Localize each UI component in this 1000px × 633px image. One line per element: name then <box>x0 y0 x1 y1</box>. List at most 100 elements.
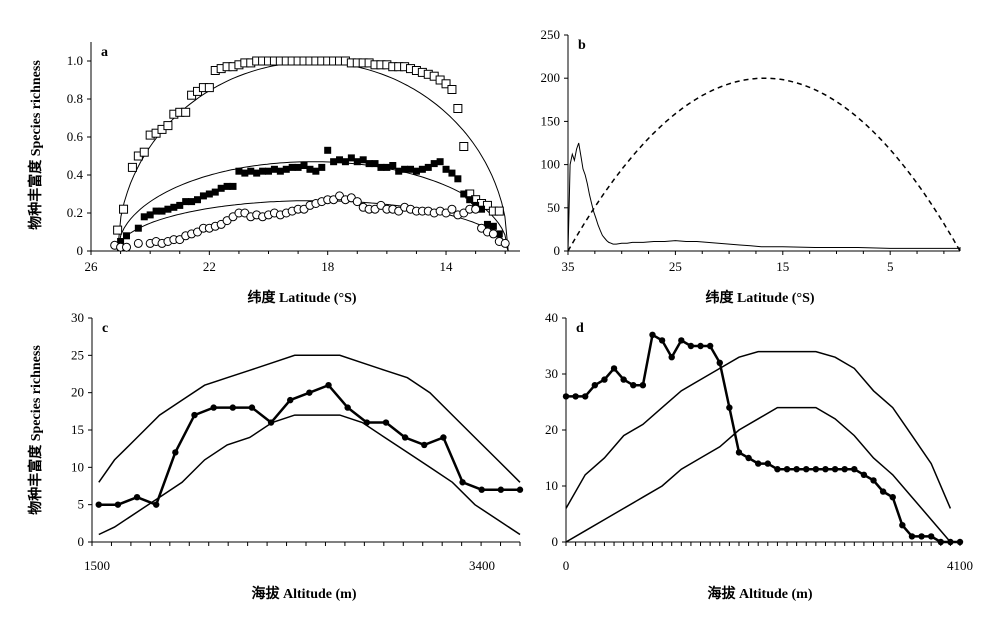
panel-c: 0 5 10 15 20 25 30 1500 3400 c 海拔 Altitude (m) 物种丰富… <box>27 310 524 602</box>
open-square-point <box>119 204 129 214</box>
y-tick-label: 0 <box>552 534 559 549</box>
x-tick-label: 1500 <box>84 558 110 573</box>
y-axis-label: 物种丰富度 Species richness <box>27 60 44 230</box>
x-tick-label: 15 <box>776 259 789 274</box>
observed-richness-line <box>566 332 960 544</box>
observed-point <box>497 486 505 493</box>
observed-point <box>706 342 714 350</box>
open-circle-point <box>447 204 457 214</box>
observed-point <box>516 486 524 493</box>
filled-square-point <box>448 169 456 177</box>
open-square-point <box>181 107 191 117</box>
filled-square-point <box>483 220 491 228</box>
y-axis-label: 物种丰富度 Species richness <box>27 345 44 515</box>
open-circle-point <box>133 238 143 248</box>
y-tick-label: 1.0 <box>67 53 83 68</box>
filled-square-point <box>489 222 497 230</box>
y-tick-label: 100 <box>541 157 561 172</box>
filled-square-point <box>389 162 397 169</box>
filled-square-point <box>176 201 184 209</box>
filled-square-point <box>140 213 148 221</box>
observed-point <box>382 419 390 426</box>
open-square-point <box>139 147 149 157</box>
y-tick-label: 0.8 <box>67 91 83 106</box>
observed-richness-line <box>567 142 960 252</box>
x-tick-label: 18 <box>321 259 334 274</box>
x-tick-label: 22 <box>203 259 216 274</box>
filled-square-point <box>401 165 409 173</box>
observed-point <box>822 466 829 473</box>
observed-point <box>764 460 772 467</box>
y-tick-label: 0 <box>77 243 84 258</box>
filled-square-point <box>418 165 426 173</box>
observed-point <box>745 454 752 462</box>
panel-letter: d <box>576 321 584 336</box>
observed-point <box>153 501 160 508</box>
observed-point <box>879 488 887 495</box>
x-tick-label: 5 <box>887 259 894 274</box>
filled-square-point <box>182 198 190 206</box>
observed-point <box>601 376 608 383</box>
y-tick-label: 50 <box>547 200 560 215</box>
filled-square-point <box>170 203 178 211</box>
x-tick-label: 14 <box>440 259 454 274</box>
filled-square-point <box>336 156 344 164</box>
observed-point <box>803 466 810 473</box>
open-square-point <box>447 85 457 94</box>
open-square-point <box>482 200 492 210</box>
observed-point <box>870 477 877 484</box>
observed-point <box>851 466 858 473</box>
filled-square-point <box>123 232 131 240</box>
observed-point <box>114 501 122 508</box>
panel-d: 0 10 20 30 40 0 4100 d 海拔 Altitude (m) <box>545 310 973 602</box>
observed-point <box>287 396 294 404</box>
open-square-point <box>113 225 123 235</box>
open-circle-point <box>122 242 132 252</box>
y-tick-label: 30 <box>71 310 84 325</box>
observed-point <box>793 466 800 473</box>
observed-point <box>716 359 723 366</box>
x-axis-label: 海拔 Altitude (m) <box>708 585 813 602</box>
filled-square-point <box>282 165 290 173</box>
observed-point <box>889 494 896 501</box>
observed-point <box>95 501 102 508</box>
observed-point <box>344 404 351 411</box>
filled-square-point <box>324 146 332 154</box>
open-circle-point <box>488 229 498 239</box>
filled-square-point <box>241 169 249 177</box>
y-tick-label: 20 <box>71 385 84 400</box>
observed-point <box>191 411 198 419</box>
y-tick-label: 5 <box>78 497 85 512</box>
filled-square-point <box>359 156 367 164</box>
x-tick-label: 4100 <box>947 558 973 573</box>
observed-point <box>908 533 916 540</box>
x-tick-label: 3400 <box>469 558 495 573</box>
filled-square-point <box>205 190 213 198</box>
y-tick-label: 15 <box>71 422 84 437</box>
upper-bound-line <box>565 350 952 509</box>
observed-point <box>610 365 618 372</box>
lower-bound-line <box>565 406 951 543</box>
y-tick-label: 0 <box>554 243 561 258</box>
filled-square-point <box>353 158 361 166</box>
y-tick-label: 150 <box>541 113 561 128</box>
x-tick-label: 26 <box>85 259 99 274</box>
filled-square-point <box>412 167 420 175</box>
filled-square-point <box>134 224 142 232</box>
filled-square-point <box>306 165 314 173</box>
filled-square-point <box>383 163 391 171</box>
observed-point <box>735 449 743 456</box>
filled-square-point <box>430 160 438 168</box>
filled-square-point <box>312 167 320 175</box>
observed-point <box>678 337 685 344</box>
y-tick-label: 25 <box>71 347 84 362</box>
observed-point <box>899 522 906 529</box>
filled-square-point <box>146 211 154 219</box>
filled-square-point <box>424 163 432 171</box>
filled-square-point <box>229 182 237 190</box>
observed-point <box>325 382 332 389</box>
observed-point <box>956 538 964 546</box>
y-tick-label: 40 <box>545 310 558 325</box>
open-square-point <box>204 83 214 93</box>
lower-bound-line <box>98 414 521 536</box>
